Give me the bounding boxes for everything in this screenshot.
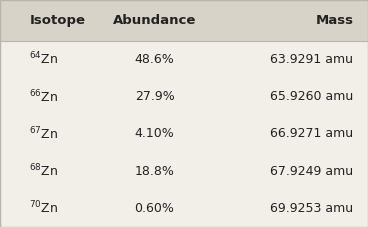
Text: 67.9249 amu: 67.9249 amu xyxy=(270,165,353,178)
Text: 18.8%: 18.8% xyxy=(135,165,174,178)
Text: Isotope: Isotope xyxy=(29,14,85,27)
Text: $^{66}$Zn: $^{66}$Zn xyxy=(29,88,59,105)
Text: 65.9260 amu: 65.9260 amu xyxy=(270,90,353,103)
Text: 4.10%: 4.10% xyxy=(135,127,174,141)
Text: 27.9%: 27.9% xyxy=(135,90,174,103)
Text: Abundance: Abundance xyxy=(113,14,196,27)
Text: $^{68}$Zn: $^{68}$Zn xyxy=(29,163,59,180)
Text: Mass: Mass xyxy=(315,14,353,27)
Text: 66.9271 amu: 66.9271 amu xyxy=(270,127,353,141)
Text: $^{67}$Zn: $^{67}$Zn xyxy=(29,126,59,142)
Text: $^{64}$Zn: $^{64}$Zn xyxy=(29,51,59,68)
Text: 48.6%: 48.6% xyxy=(135,53,174,66)
Bar xyxy=(0,0,368,41)
Text: 63.9291 amu: 63.9291 amu xyxy=(270,53,353,66)
Text: $^{70}$Zn: $^{70}$Zn xyxy=(29,200,59,217)
Text: 0.60%: 0.60% xyxy=(135,202,174,215)
Text: 69.9253 amu: 69.9253 amu xyxy=(270,202,353,215)
